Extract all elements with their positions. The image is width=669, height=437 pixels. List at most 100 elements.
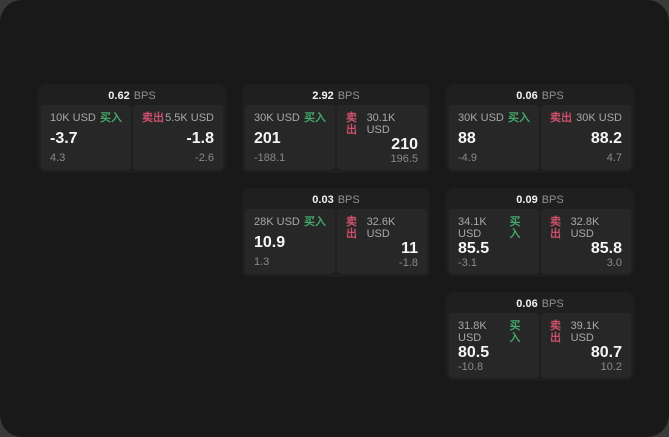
bps-value: 0.06: [516, 297, 538, 310]
sell-amount: 30K USD: [576, 112, 622, 124]
quote-card: 0.06 BPS 30K USD 买入 88 -4.9 卖出 30K USD 8…: [446, 84, 634, 173]
sell-quote-panel[interactable]: 卖出 32.8K USD 85.8 3.0: [541, 209, 631, 274]
card-header: 0.03 BPS: [245, 191, 427, 209]
buy-quote-panel[interactable]: 30K USD 买入 201 -188.1: [245, 105, 335, 170]
sell-amount: 5.5K USD: [165, 112, 214, 124]
quote-card: 0.06 BPS 31.8K USD 买入 80.5 -10.8 卖出 39.1…: [446, 292, 634, 381]
bps-unit-label: BPS: [337, 89, 360, 102]
buy-panel-top-row: 28K USD 买入: [254, 216, 326, 228]
buy-panel-top-row: 34.1K USD 买入: [458, 216, 530, 240]
sell-quote-panel[interactable]: 卖出 30.1K USD 210 196.5: [337, 105, 427, 170]
buy-delta: 1.3: [254, 256, 270, 268]
sell-side-label: 卖出: [346, 216, 357, 240]
sell-panel-top-row: 卖出 5.5K USD: [142, 112, 214, 124]
buy-quote-panel[interactable]: 34.1K USD 买入 85.5 -3.1: [449, 209, 539, 274]
buy-amount: 34.1K USD: [458, 216, 487, 240]
buy-price: 88: [458, 129, 476, 147]
bps-unit-label: BPS: [337, 193, 360, 206]
sell-panel-top-row: 卖出 39.1K USD: [550, 320, 622, 344]
buy-delta: -3.1: [458, 257, 477, 269]
buy-quote-panel[interactable]: 10K USD 买入 -3.7 4.3: [41, 105, 131, 170]
sell-amount: 32.6K USD: [366, 216, 396, 240]
buy-delta: -10.8: [458, 361, 484, 373]
sell-side-label: 卖出: [550, 216, 561, 240]
sell-delta: 3.0: [606, 257, 622, 269]
buy-amount: 31.8K USD: [458, 320, 487, 344]
buy-price: 201: [254, 129, 281, 147]
sell-quote-panel[interactable]: 卖出 39.1K USD 80.7 10.2: [541, 313, 631, 378]
buy-panel-top-row: 31.8K USD 买入: [458, 320, 530, 344]
sell-quote-panel[interactable]: 卖出 5.5K USD -1.8 -2.6: [133, 105, 223, 170]
sell-price: 88.2: [590, 129, 622, 147]
buy-amount: 30K USD: [254, 112, 300, 124]
buy-panel-top-row: 10K USD 买入: [50, 112, 122, 124]
sell-price: 80.7: [590, 344, 622, 361]
sell-side-label: 卖出: [346, 112, 357, 136]
buy-quote-panel[interactable]: 31.8K USD 买入 80.5 -10.8: [449, 313, 539, 378]
sell-amount: 32.8K USD: [570, 216, 600, 240]
buy-delta: -188.1: [254, 152, 286, 164]
quote-card-grid: 0.62 BPS 10K USD 买入 -3.7 4.3 卖出 5.5K USD…: [38, 84, 634, 381]
sell-quote-panel[interactable]: 卖出 30K USD 88.2 4.7: [541, 105, 631, 170]
sell-side-label: 卖出: [550, 112, 572, 124]
buy-quote-panel[interactable]: 30K USD 买入 88 -4.9: [449, 105, 539, 170]
sell-price: -1.8: [186, 129, 214, 147]
sell-delta: 196.5: [390, 153, 418, 165]
bps-unit-label: BPS: [541, 89, 564, 102]
sell-delta: -1.8: [399, 257, 418, 269]
sell-side-label: 卖出: [142, 112, 164, 124]
buy-panel-top-row: 30K USD 买入: [254, 112, 326, 124]
buy-price: -3.7: [50, 129, 78, 147]
buy-side-label: 买入: [508, 112, 530, 124]
buy-panel-top-row: 30K USD 买入: [458, 112, 530, 124]
sell-delta: 4.7: [606, 152, 622, 164]
quote-card: 0.62 BPS 10K USD 买入 -3.7 4.3 卖出 5.5K USD…: [38, 84, 226, 173]
card-header: 2.92 BPS: [245, 87, 427, 105]
card-header: 0.06 BPS: [449, 87, 631, 105]
quote-card: 2.92 BPS 30K USD 买入 201 -188.1 卖出 30.1K …: [242, 84, 430, 173]
sell-panel-top-row: 卖出 30.1K USD: [346, 112, 418, 136]
buy-price: 10.9: [254, 233, 286, 251]
sell-price: 11: [401, 240, 418, 257]
card-body: 34.1K USD 买入 85.5 -3.1 卖出 32.8K USD 85.8…: [449, 209, 631, 274]
sell-side-label: 卖出: [550, 320, 561, 344]
buy-price: 85.5: [458, 240, 490, 257]
buy-side-label: 买入: [304, 112, 326, 124]
buy-quote-panel[interactable]: 28K USD 买入 10.9 1.3: [245, 209, 335, 274]
card-body: 28K USD 买入 10.9 1.3 卖出 32.6K USD 11 -1.8: [245, 209, 427, 274]
bps-unit-label: BPS: [541, 193, 564, 206]
buy-side-label: 买入: [100, 112, 122, 124]
card-body: 30K USD 买入 201 -188.1 卖出 30.1K USD 210 1…: [245, 105, 427, 170]
sell-panel-top-row: 卖出 32.6K USD: [346, 216, 418, 240]
bps-unit-label: BPS: [541, 297, 564, 310]
buy-amount: 30K USD: [458, 112, 504, 124]
bps-value: 0.06: [516, 89, 538, 102]
sell-amount: 39.1K USD: [570, 320, 600, 344]
card-body: 30K USD 买入 88 -4.9 卖出 30K USD 88.2 4.7: [449, 105, 631, 170]
bps-unit-label: BPS: [133, 89, 156, 102]
buy-amount: 28K USD: [254, 216, 300, 228]
card-header: 0.09 BPS: [449, 191, 631, 209]
buy-delta: -4.9: [458, 152, 477, 164]
sell-panel-top-row: 卖出 30K USD: [550, 112, 622, 124]
bps-value: 2.92: [312, 89, 334, 102]
card-body: 10K USD 买入 -3.7 4.3 卖出 5.5K USD -1.8 -2.…: [41, 105, 223, 170]
sell-quote-panel[interactable]: 卖出 32.6K USD 11 -1.8: [337, 209, 427, 274]
buy-amount: 10K USD: [50, 112, 96, 124]
bps-value: 0.62: [108, 89, 130, 102]
sell-panel-top-row: 卖出 32.8K USD: [550, 216, 622, 240]
card-header: 0.06 BPS: [449, 295, 631, 313]
sell-delta: 10.2: [600, 361, 622, 373]
buy-delta: 4.3: [50, 152, 66, 164]
sell-delta: -2.6: [195, 152, 214, 164]
quote-card: 0.03 BPS 28K USD 买入 10.9 1.3 卖出 32.6K US…: [242, 188, 430, 277]
buy-price: 80.5: [458, 344, 490, 361]
sell-price: 85.8: [590, 240, 622, 257]
card-header: 0.62 BPS: [41, 87, 223, 105]
sell-amount: 30.1K USD: [366, 112, 396, 136]
buy-side-label: 买入: [509, 320, 521, 344]
bps-value: 0.09: [516, 193, 538, 206]
sell-price: 210: [391, 136, 418, 153]
buy-side-label: 买入: [509, 216, 521, 240]
